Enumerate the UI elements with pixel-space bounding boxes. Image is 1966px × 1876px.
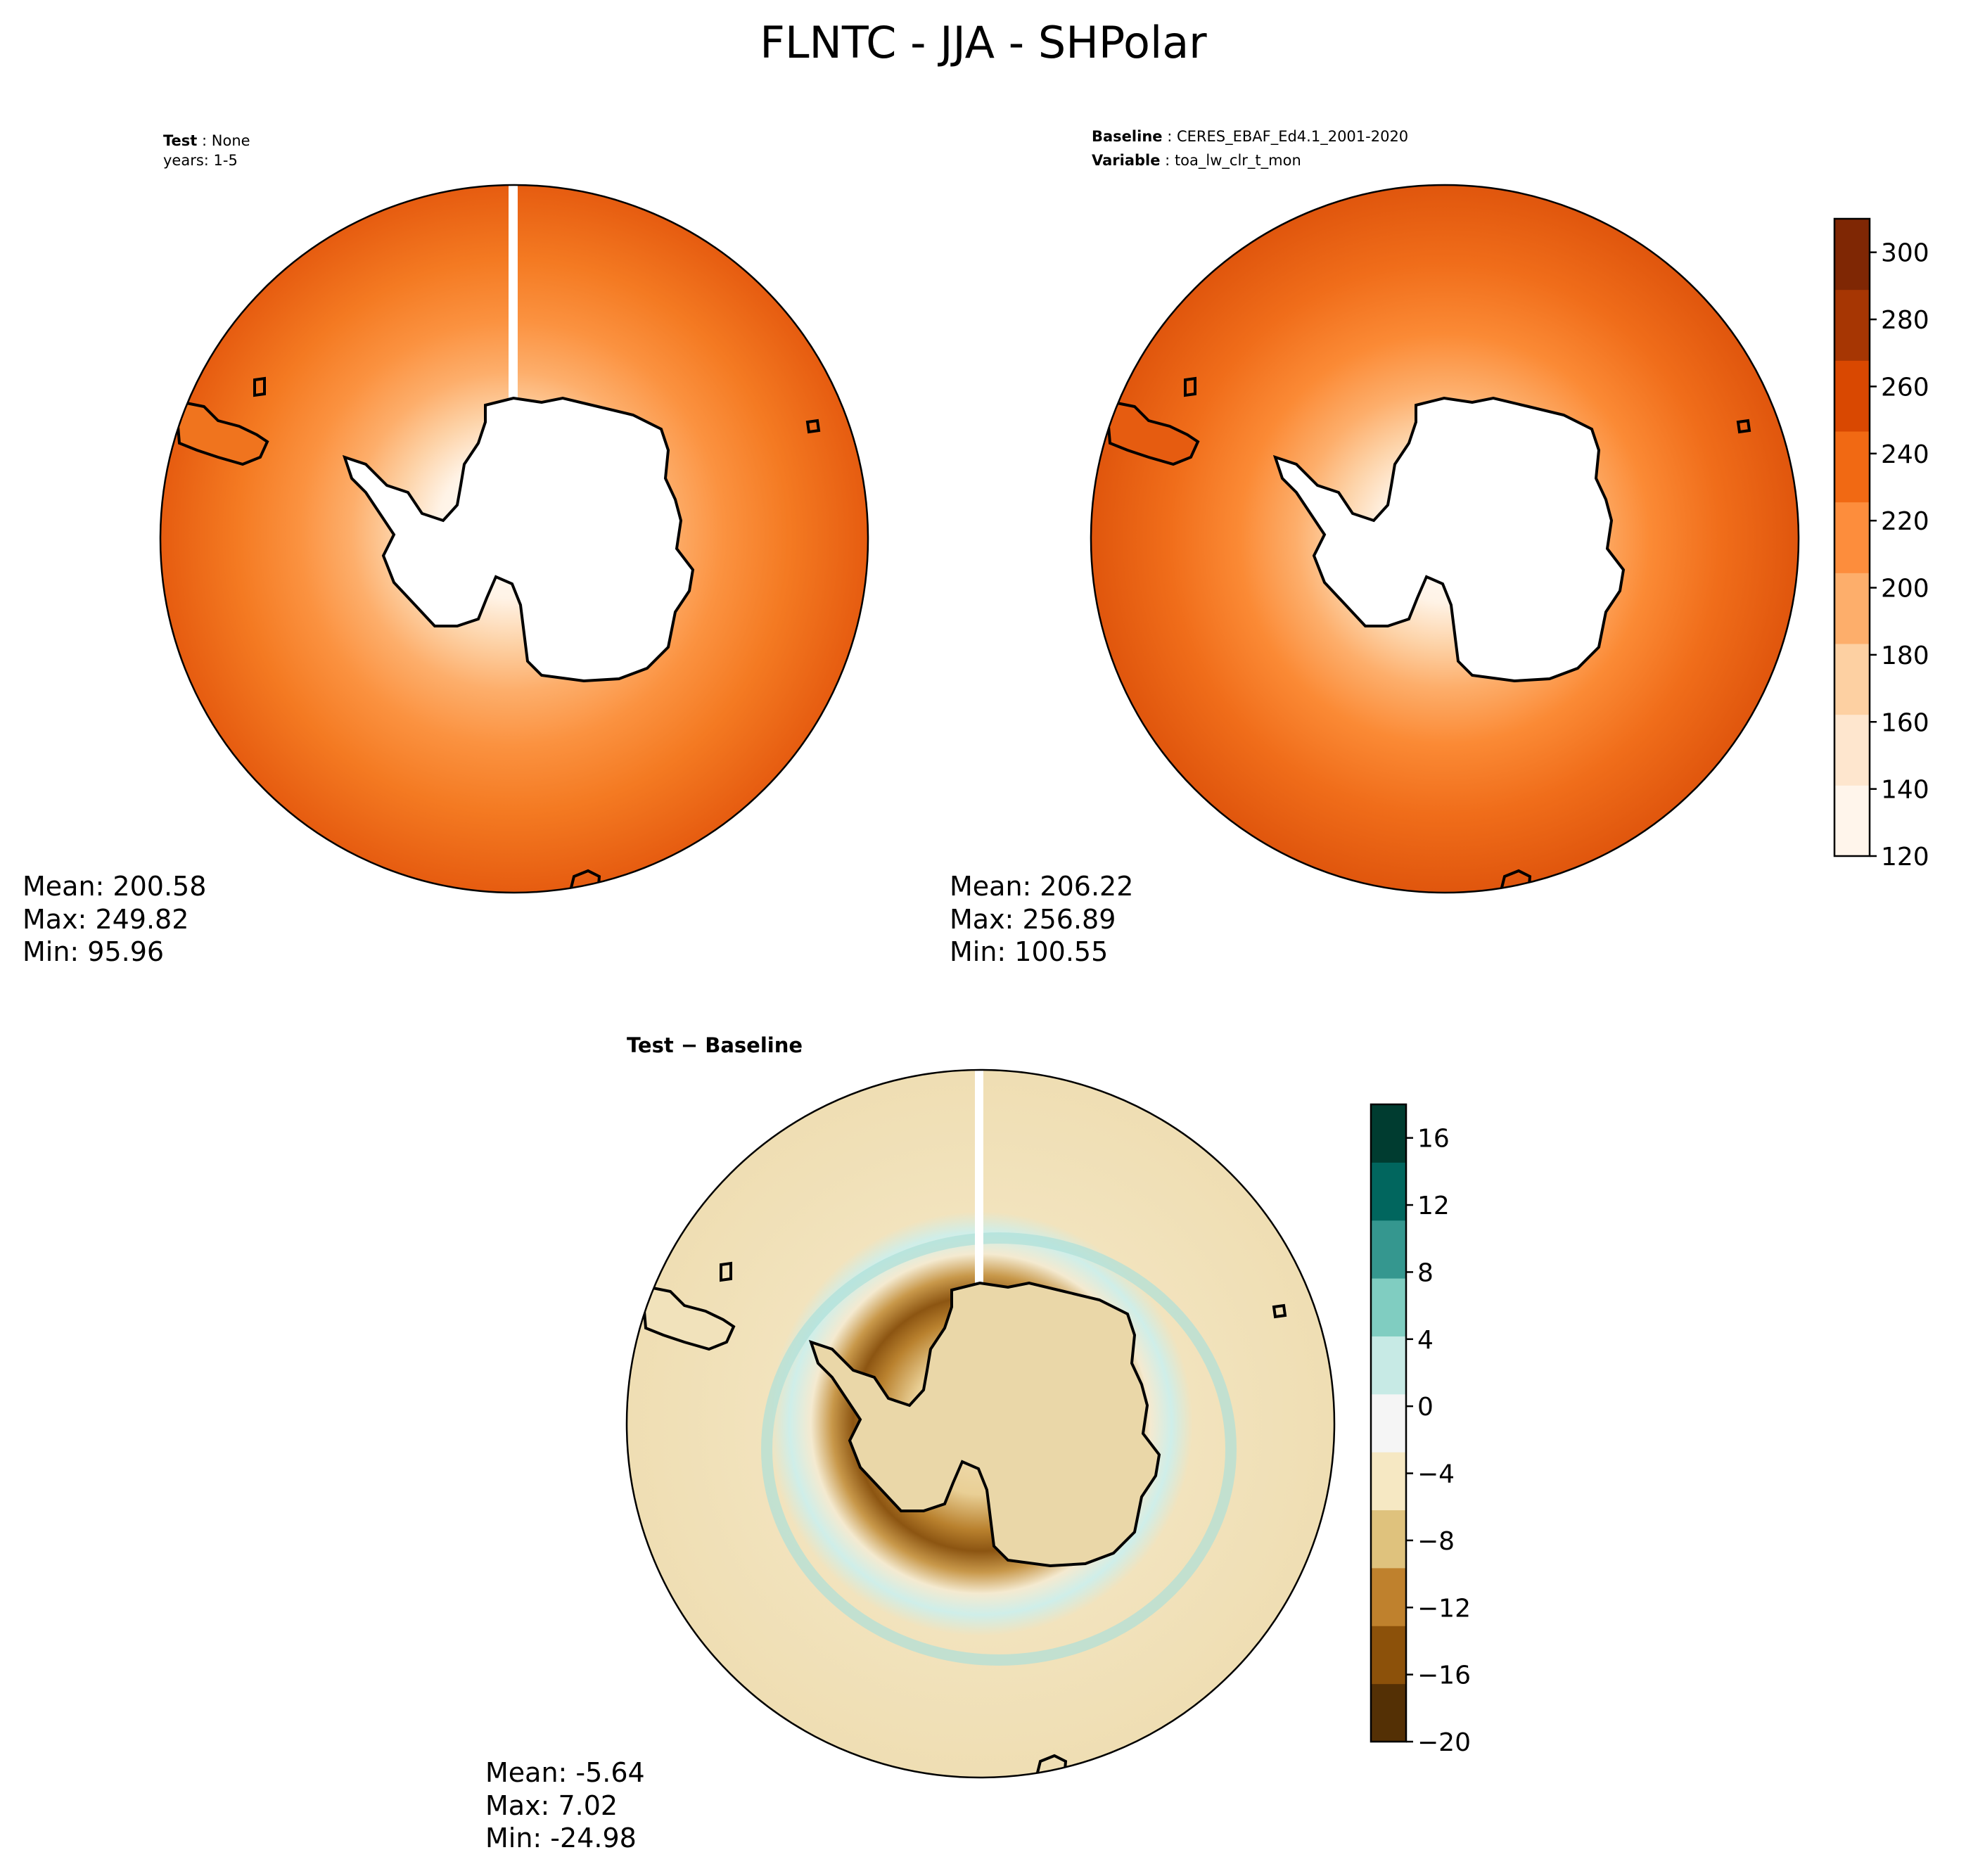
baseline-min: Min: 100.55	[950, 936, 1108, 967]
diff-colorbar-segment	[1371, 1278, 1406, 1336]
main-colorbar-tick-label: 220	[1881, 507, 1929, 536]
main-colorbar-tick-label: 240	[1881, 440, 1929, 469]
diff-colorbar-segment	[1371, 1452, 1406, 1511]
baseline-max: Max: 256.89	[950, 904, 1116, 935]
baseline-variable-key: Variable	[1092, 152, 1160, 169]
main-colorbar-segment	[1834, 644, 1870, 715]
diff-colorbar-frame	[1370, 1103, 1408, 1743]
main-colorbar-tick-label: 280	[1881, 306, 1929, 335]
diff-map	[627, 1070, 1334, 1778]
diff-colorbar-tick-label: 0	[1417, 1393, 1434, 1422]
test-max: Max: 249.82	[23, 904, 189, 935]
diff-colorbar-tick-label: 12	[1417, 1192, 1450, 1220]
baseline-map	[1091, 185, 1799, 893]
diff-colorbar-segment	[1371, 1162, 1406, 1221]
diff-colorbar-tick-label: −16	[1417, 1661, 1471, 1690]
main-colorbar-tick-label: 160	[1881, 708, 1929, 737]
diff-colorbar-segment	[1371, 1104, 1406, 1163]
main-colorbar-segment	[1834, 431, 1870, 503]
diff-colorbar-tick-label: −4	[1417, 1460, 1455, 1489]
diff-colorbar: 16 12 8 4 0 −4 −8 −12 −16 −20	[1370, 1103, 1471, 1757]
main-colorbar: 120 140 160 180 200 220 240 260 280 300	[1833, 217, 1929, 872]
diff-south-america-coastline	[640, 1284, 736, 1351]
diff-panel: Test − Baseline Mean: -5.64 Max: 7.02 Mi…	[485, 1033, 1336, 1853]
baseline-label: Baseline : CERES_EBAF_Ed4.1_2001-2020	[1092, 128, 1408, 146]
diff-map-border	[625, 1068, 1336, 1779]
diff-colorbar-segment	[1371, 1510, 1406, 1569]
test-min: Min: 95.96	[23, 936, 164, 967]
diff-colorbar-segment	[1371, 1220, 1406, 1279]
diff-positive-band	[761, 1232, 1237, 1666]
test-years: years: 1-5	[163, 152, 238, 169]
baseline-variable-value: toa_lw_clr_t_mon	[1175, 152, 1301, 170]
main-colorbar-tick-label: 120	[1881, 843, 1929, 872]
main-colorbar-tick-label: 300	[1881, 239, 1929, 268]
diff-colorbar-segment	[1371, 1683, 1406, 1742]
diff-colorbar-tick-label: −20	[1417, 1728, 1471, 1757]
test-panel: Test : None years: 1-5 Mean: 200.58 Max:…	[23, 132, 869, 967]
main-colorbar-tick-label: 180	[1881, 642, 1929, 670]
main-colorbar-segment	[1834, 289, 1870, 361]
test-south-america-coastline	[174, 399, 269, 466]
diff-mean: Mean: -5.64	[485, 1757, 645, 1788]
baseline-label-key: Baseline	[1092, 128, 1163, 145]
baseline-mean: Mean: 206.22	[950, 871, 1133, 902]
diff-min: Min: -24.98	[485, 1823, 637, 1853]
main-colorbar-tick-label: 140	[1881, 776, 1929, 805]
diff-colorbar-tick-label: 8	[1417, 1258, 1434, 1287]
test-label-key: Test	[163, 132, 197, 149]
figure-title: FLNTC - JJA - SHPolar	[760, 17, 1207, 68]
baseline-label-value: CERES_EBAF_Ed4.1_2001-2020	[1177, 128, 1408, 146]
test-mean: Mean: 200.58	[23, 871, 206, 902]
diff-colorbar-segment	[1371, 1336, 1406, 1395]
test-map	[160, 185, 868, 893]
diff-label: Test − Baseline	[627, 1033, 803, 1057]
main-colorbar-tick-label: 260	[1881, 373, 1929, 402]
baseline-variable-sep: :	[1165, 152, 1175, 169]
test-label-sep: :	[202, 132, 212, 149]
main-colorbar-segment	[1834, 785, 1870, 857]
diff-colorbar-tick-label: −8	[1417, 1527, 1455, 1556]
diff-colorbar-segment	[1371, 1626, 1406, 1685]
test-label: Test : None	[163, 132, 250, 149]
test-island-west-coastline	[253, 376, 266, 397]
baseline-map-border	[1090, 184, 1800, 894]
main-colorbar-frame	[1833, 217, 1871, 857]
diff-colorbar-tick-label: −12	[1417, 1594, 1471, 1623]
test-map-border	[159, 184, 869, 894]
baseline-variable: Variable : toa_lw_clr_t_mon	[1092, 152, 1301, 170]
baseline-label-sep: :	[1167, 128, 1177, 145]
main-colorbar-segment	[1834, 360, 1870, 432]
main-colorbar-segment	[1834, 502, 1870, 573]
diff-island-west-coastline	[720, 1261, 732, 1282]
baseline-south-america-coastline	[1104, 399, 1200, 466]
baseline-antarctica-coastline	[1272, 396, 1626, 683]
diff-antarctica-coastline	[808, 1281, 1161, 1568]
test-label-value: None	[212, 132, 250, 149]
main-colorbar-segment	[1834, 573, 1870, 644]
test-island-east-coastline	[805, 419, 821, 434]
main-colorbar-tick-label: 200	[1881, 575, 1929, 604]
main-colorbar-segment	[1834, 219, 1870, 291]
baseline-island-west-coastline	[1184, 376, 1196, 397]
test-antarctica-coastline	[342, 396, 695, 683]
diff-island-east-coastline	[1272, 1303, 1287, 1319]
diff-colorbar-tick-label: 4	[1417, 1326, 1434, 1355]
baseline-panel: Baseline : CERES_EBAF_Ed4.1_2001-2020 Va…	[950, 128, 1800, 967]
baseline-island-east-coastline	[1736, 419, 1751, 434]
diff-colorbar-segment	[1371, 1567, 1406, 1626]
main-colorbar-segment	[1834, 714, 1870, 786]
diff-max: Max: 7.02	[485, 1790, 618, 1821]
diff-colorbar-tick-label: 16	[1417, 1125, 1450, 1154]
diff-colorbar-segment	[1371, 1393, 1406, 1453]
